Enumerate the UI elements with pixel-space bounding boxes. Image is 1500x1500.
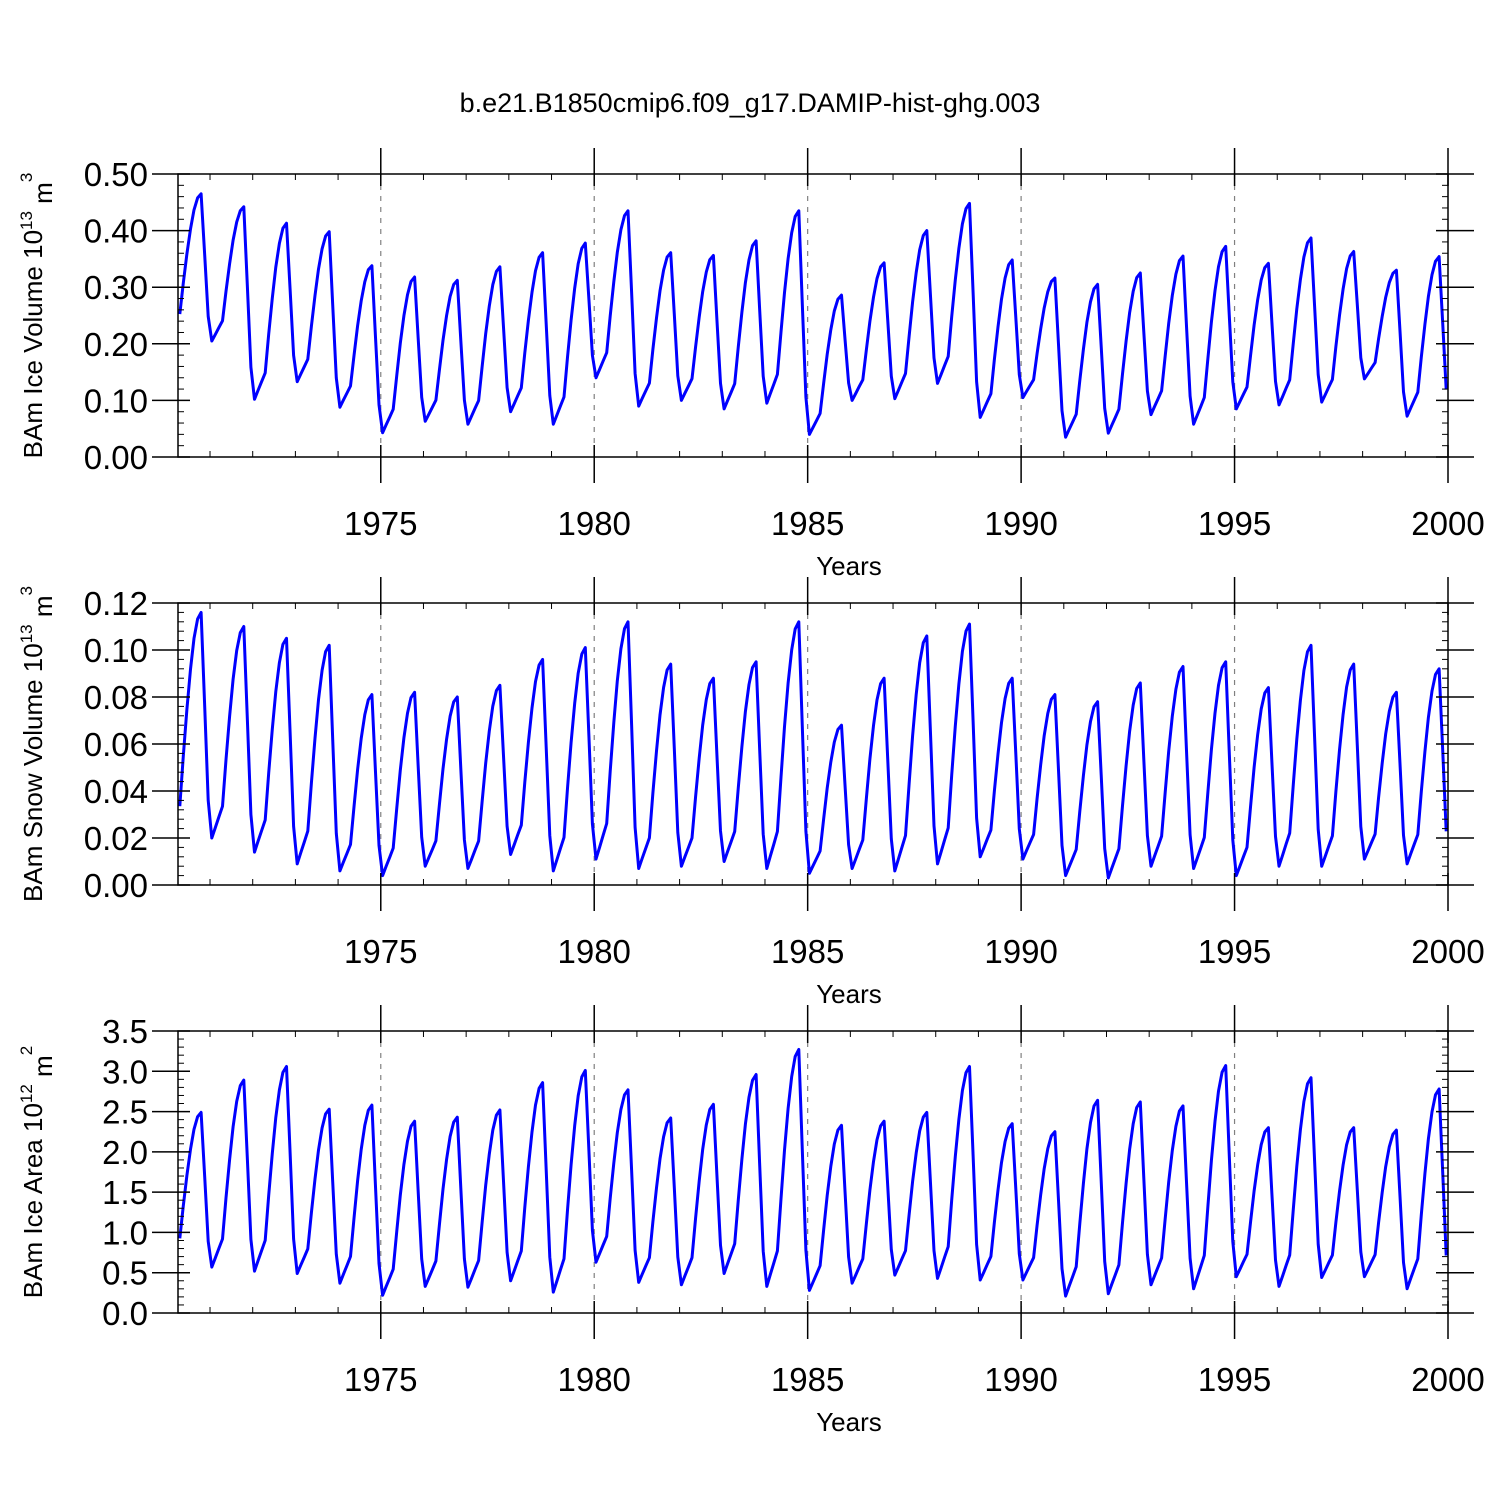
y-tick-label: 0.02 bbox=[84, 820, 148, 857]
plot-frame bbox=[177, 173, 1449, 458]
y-axis-label-part: m bbox=[28, 182, 58, 211]
y-tick-label: 0.50 bbox=[84, 156, 148, 193]
y-tick-label: 0.00 bbox=[84, 867, 148, 904]
y-tick-label: 2.0 bbox=[102, 1134, 148, 1171]
y-tick-label: 1.5 bbox=[102, 1174, 148, 1211]
series-line bbox=[178, 192, 1448, 439]
y-axis-label-superscript: 3 bbox=[17, 173, 36, 182]
y-tick-label: 0.10 bbox=[84, 382, 148, 419]
y-axis-label: BAm Ice Area 1012 m2 bbox=[17, 1046, 58, 1298]
y-tick-label: 1.0 bbox=[102, 1214, 148, 1251]
y-axis-label-superscript: 3 bbox=[17, 586, 36, 595]
x-axis-label: Years bbox=[816, 979, 882, 1009]
x-tick-label: 1985 bbox=[771, 505, 844, 542]
x-tick-label: 2000 bbox=[1411, 1361, 1484, 1398]
plot-frame bbox=[177, 1030, 1449, 1314]
y-tick-label: 0.08 bbox=[84, 679, 148, 716]
x-tick-label: 2000 bbox=[1411, 505, 1484, 542]
panels: 0.00 0.10 0.20 0.30 0.40 0.50 1975 1980 1985 1990… bbox=[17, 148, 1485, 1437]
y-tick-label: 2.5 bbox=[102, 1094, 148, 1131]
x-tick-label: 1990 bbox=[984, 505, 1057, 542]
y-tick-label: 0.40 bbox=[84, 213, 148, 250]
y-axis-label-superscript: 12 bbox=[17, 1084, 36, 1103]
y-axis-label: BAm Ice Volume 1013 m3 bbox=[17, 173, 58, 459]
y-tick-label: 0.20 bbox=[84, 326, 148, 363]
y-tick-label: 0.06 bbox=[84, 726, 148, 763]
y-tick-label: 0.5 bbox=[102, 1255, 148, 1292]
y-axis-label-part: m bbox=[28, 595, 58, 624]
x-tick-label: 1995 bbox=[1198, 505, 1271, 542]
x-tick-label: 1980 bbox=[558, 1361, 631, 1398]
y-tick-label: 0.0 bbox=[102, 1295, 148, 1332]
chart-panel-1: 0.00 0.10 0.20 0.30 0.40 0.50 1975 1980 1985 1990… bbox=[17, 148, 1485, 581]
y-axis-label-superscript: 13 bbox=[17, 624, 36, 643]
y-tick-label: 0.04 bbox=[84, 773, 148, 810]
chart-panel-3: 0.00.5 1.01.52.02.5 3.03.5 1975 1980 1985 1990… bbox=[17, 1005, 1485, 1437]
x-tick-label: 1995 bbox=[1198, 933, 1271, 970]
x-axis-label: Years bbox=[816, 1407, 882, 1437]
y-tick-label: 3.0 bbox=[102, 1053, 148, 1090]
y-axis-label: BAm Snow Volume 1013 m3 bbox=[17, 586, 58, 902]
x-tick-label: 1990 bbox=[984, 933, 1057, 970]
y-tick-label: 0.00 bbox=[84, 439, 148, 476]
y-tick-label: 3.5 bbox=[102, 1013, 148, 1050]
y-axis-label-part: m bbox=[28, 1055, 58, 1084]
x-axis-label: Years bbox=[816, 551, 882, 581]
x-tick-label: 2000 bbox=[1411, 933, 1484, 970]
y-tick-label: 0.30 bbox=[84, 269, 148, 306]
x-tick-label: 1990 bbox=[984, 1361, 1057, 1398]
x-tick-label: 1980 bbox=[558, 933, 631, 970]
x-tick-label: 1985 bbox=[771, 1361, 844, 1398]
x-tick-label: 1975 bbox=[344, 1361, 417, 1398]
y-axis-label-part: BAm Snow Volume 10 bbox=[18, 643, 48, 902]
y-tick-label: 0.12 bbox=[84, 585, 148, 622]
y-axis-label-superscript: 13 bbox=[17, 211, 36, 230]
x-tick-label: 1995 bbox=[1198, 1361, 1271, 1398]
x-tick-label: 1985 bbox=[771, 933, 844, 970]
chart-panel-2: 0.00 0.02 0.04 0.06 0.08 0.10 0.12 1975 1980 1985… bbox=[17, 577, 1485, 1009]
series-line bbox=[178, 1048, 1448, 1298]
figure-title: b.e21.B1850cmip6.f09_g17.DAMIP-hist-ghg.… bbox=[460, 88, 1041, 118]
y-axis-label-superscript: 2 bbox=[17, 1046, 36, 1055]
y-axis-label-part: BAm Ice Volume 10 bbox=[18, 230, 48, 458]
y-tick-label: 0.10 bbox=[84, 632, 148, 669]
x-tick-label: 1975 bbox=[344, 505, 417, 542]
y-axis-label-part: BAm Ice Area 10 bbox=[18, 1103, 48, 1298]
x-tick-label: 1980 bbox=[558, 505, 631, 542]
x-tick-label: 1975 bbox=[344, 933, 417, 970]
series-line bbox=[178, 610, 1448, 880]
